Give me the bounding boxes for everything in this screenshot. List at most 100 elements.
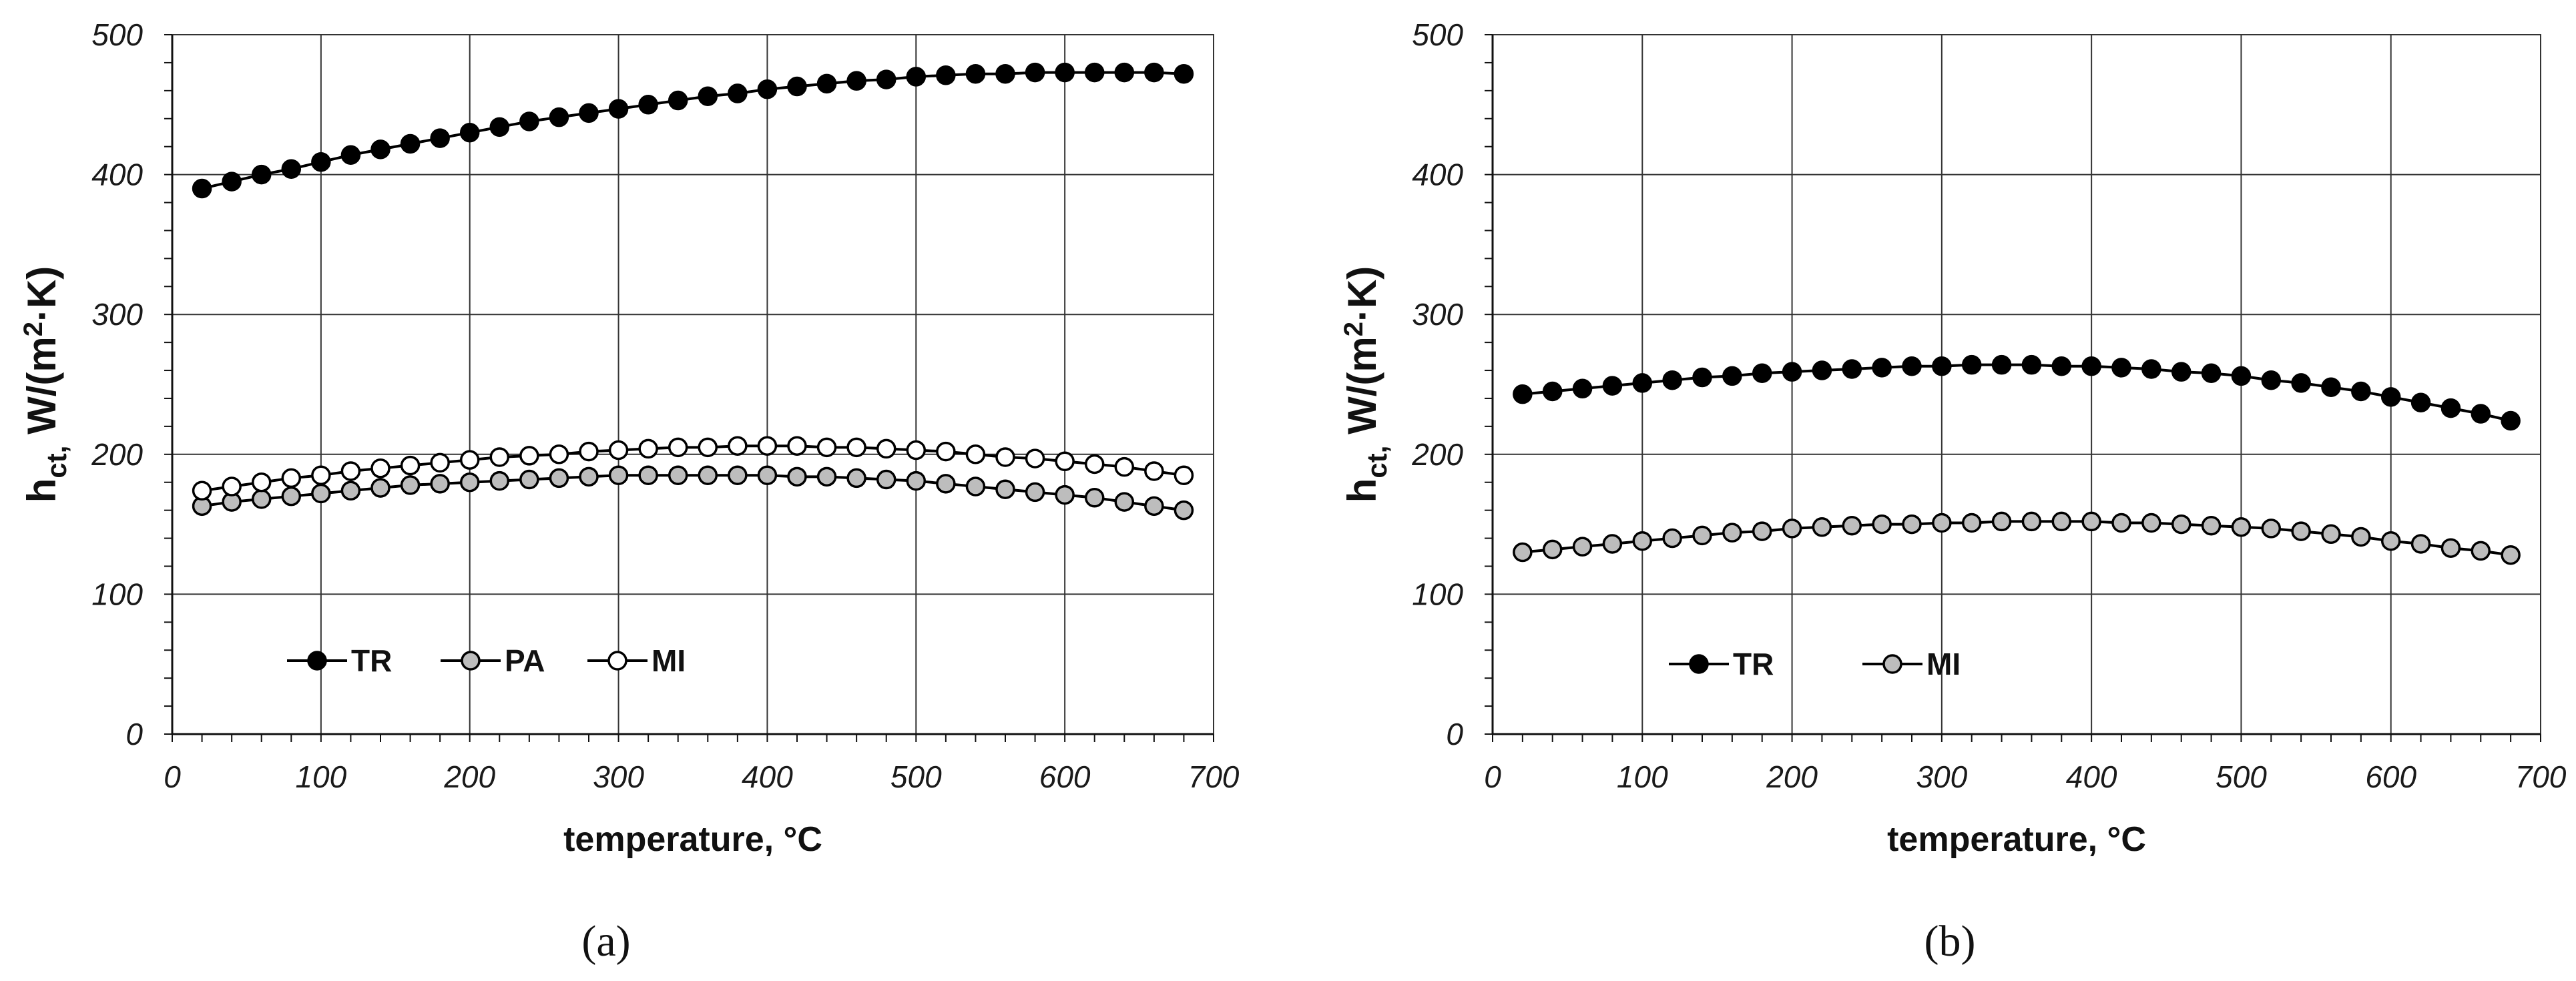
data-point-MI bbox=[1662, 528, 1682, 549]
data-point-TR bbox=[936, 65, 956, 85]
data-point-MI bbox=[1932, 513, 1952, 533]
data-point-MI bbox=[489, 447, 510, 467]
data-point-MI bbox=[2201, 515, 2222, 536]
data-point-MI bbox=[1084, 454, 1105, 474]
data-point-PA bbox=[1174, 500, 1194, 521]
data-point-TR bbox=[459, 122, 480, 143]
data-point-TR bbox=[549, 107, 569, 127]
data-point-TR bbox=[519, 111, 539, 131]
legend-marker bbox=[1882, 654, 1902, 674]
data-point-MI bbox=[2291, 521, 2311, 541]
data-point-MI bbox=[936, 441, 956, 462]
data-point-PA bbox=[816, 466, 837, 487]
data-point-TR bbox=[965, 63, 986, 84]
data-point-MI bbox=[311, 465, 331, 485]
data-point-TR bbox=[2440, 398, 2461, 418]
series-line-TR bbox=[202, 71, 1184, 190]
data-point-PA bbox=[370, 478, 391, 498]
data-point-PA bbox=[698, 465, 718, 485]
data-point-MI bbox=[1812, 517, 1832, 537]
data-point-PA bbox=[400, 475, 421, 495]
data-point-TR bbox=[2380, 387, 2401, 407]
data-point-MI bbox=[1632, 531, 1653, 551]
series-MI bbox=[192, 436, 1194, 501]
data-point-MI bbox=[1991, 511, 2012, 532]
data-point-TR bbox=[728, 83, 748, 103]
data-point-MI bbox=[728, 436, 748, 456]
data-point-MI bbox=[2081, 511, 2101, 532]
data-point-PA bbox=[519, 469, 539, 490]
data-point-MI bbox=[638, 438, 658, 459]
data-point-MI bbox=[906, 440, 927, 460]
data-point-MI bbox=[1752, 521, 1772, 541]
data-point-MI bbox=[2501, 545, 2521, 565]
data-point-PA bbox=[579, 466, 599, 487]
y-axis-label: hct, W/(m2·K) bbox=[1339, 266, 1392, 503]
data-point-PA bbox=[876, 469, 896, 490]
x-tick-label: 100 bbox=[1617, 759, 1668, 794]
legend-marker bbox=[307, 651, 327, 671]
legend-item-TR: TR bbox=[1669, 647, 1774, 681]
data-point-TR bbox=[1842, 359, 1862, 379]
legend-label: MI bbox=[1926, 647, 1961, 681]
data-point-TR bbox=[1812, 360, 1832, 380]
data-point-TR bbox=[1991, 354, 2012, 375]
data-point-TR bbox=[489, 117, 510, 137]
data-point-MI bbox=[757, 436, 778, 456]
data-point-TR bbox=[1782, 362, 1802, 382]
legend-label: TR bbox=[1733, 647, 1774, 681]
x-tick-label: 600 bbox=[1039, 759, 1091, 794]
x-tick-label: 200 bbox=[443, 759, 495, 794]
chart-panel-b: 0 100 200 300 400 500 0 100 200 300 400 500 600 700 te… bbox=[1339, 17, 2567, 966]
data-point-MI bbox=[1055, 451, 1075, 472]
data-point-TR bbox=[1025, 62, 1045, 83]
series-MI bbox=[1513, 511, 2521, 565]
data-point-MI bbox=[2351, 527, 2371, 547]
data-point-PA bbox=[251, 489, 272, 509]
data-point-PA bbox=[995, 479, 1015, 499]
data-point-TR bbox=[2291, 373, 2311, 393]
data-point-TR bbox=[2501, 410, 2521, 431]
data-point-MI bbox=[1602, 534, 1623, 554]
data-point-MI bbox=[1542, 539, 1563, 560]
y-tick-label: 100 bbox=[1412, 577, 1463, 611]
data-point-PA bbox=[459, 472, 480, 493]
y-axis-label: hct, W/(m2·K) bbox=[19, 266, 72, 503]
x-tick-label: 300 bbox=[1916, 759, 1967, 794]
legend-item-MI: MI bbox=[587, 643, 686, 678]
data-point-MI bbox=[965, 444, 986, 464]
data-point-MI bbox=[608, 440, 629, 460]
legend-label: PA bbox=[505, 643, 545, 678]
legend-marker bbox=[607, 651, 627, 671]
x-tick-label: 500 bbox=[890, 759, 942, 794]
data-point-TR bbox=[1055, 62, 1075, 83]
data-point-MI bbox=[846, 437, 866, 458]
data-point-TR bbox=[608, 99, 629, 119]
data-point-MI bbox=[1902, 514, 1922, 535]
x-tick-label: 100 bbox=[295, 759, 346, 794]
data-point-MI bbox=[2141, 513, 2161, 533]
data-point-TR bbox=[2351, 381, 2371, 402]
data-point-MI bbox=[400, 455, 421, 476]
series-TR bbox=[1513, 354, 2521, 431]
data-point-TR bbox=[1084, 62, 1105, 83]
y-tick-label: 300 bbox=[91, 297, 143, 332]
data-point-MI bbox=[1513, 542, 1533, 563]
data-point-TR bbox=[876, 69, 896, 89]
data-point-MI bbox=[1961, 513, 1982, 533]
data-point-TR bbox=[192, 178, 212, 199]
data-point-TR bbox=[2321, 377, 2341, 397]
data-point-TR bbox=[1602, 376, 1623, 396]
data-point-TR bbox=[2051, 356, 2072, 376]
data-point-PA bbox=[549, 468, 569, 488]
data-point-TR bbox=[638, 95, 658, 115]
data-point-MI bbox=[816, 437, 837, 458]
data-point-TR bbox=[1932, 356, 1952, 376]
x-tick-label: 700 bbox=[1188, 759, 1240, 794]
data-point-TR bbox=[906, 67, 927, 87]
data-point-MI bbox=[2321, 524, 2341, 545]
data-point-MI bbox=[222, 476, 242, 497]
data-point-TR bbox=[400, 133, 421, 154]
data-point-TR bbox=[1114, 62, 1135, 83]
data-point-PA bbox=[281, 486, 302, 507]
